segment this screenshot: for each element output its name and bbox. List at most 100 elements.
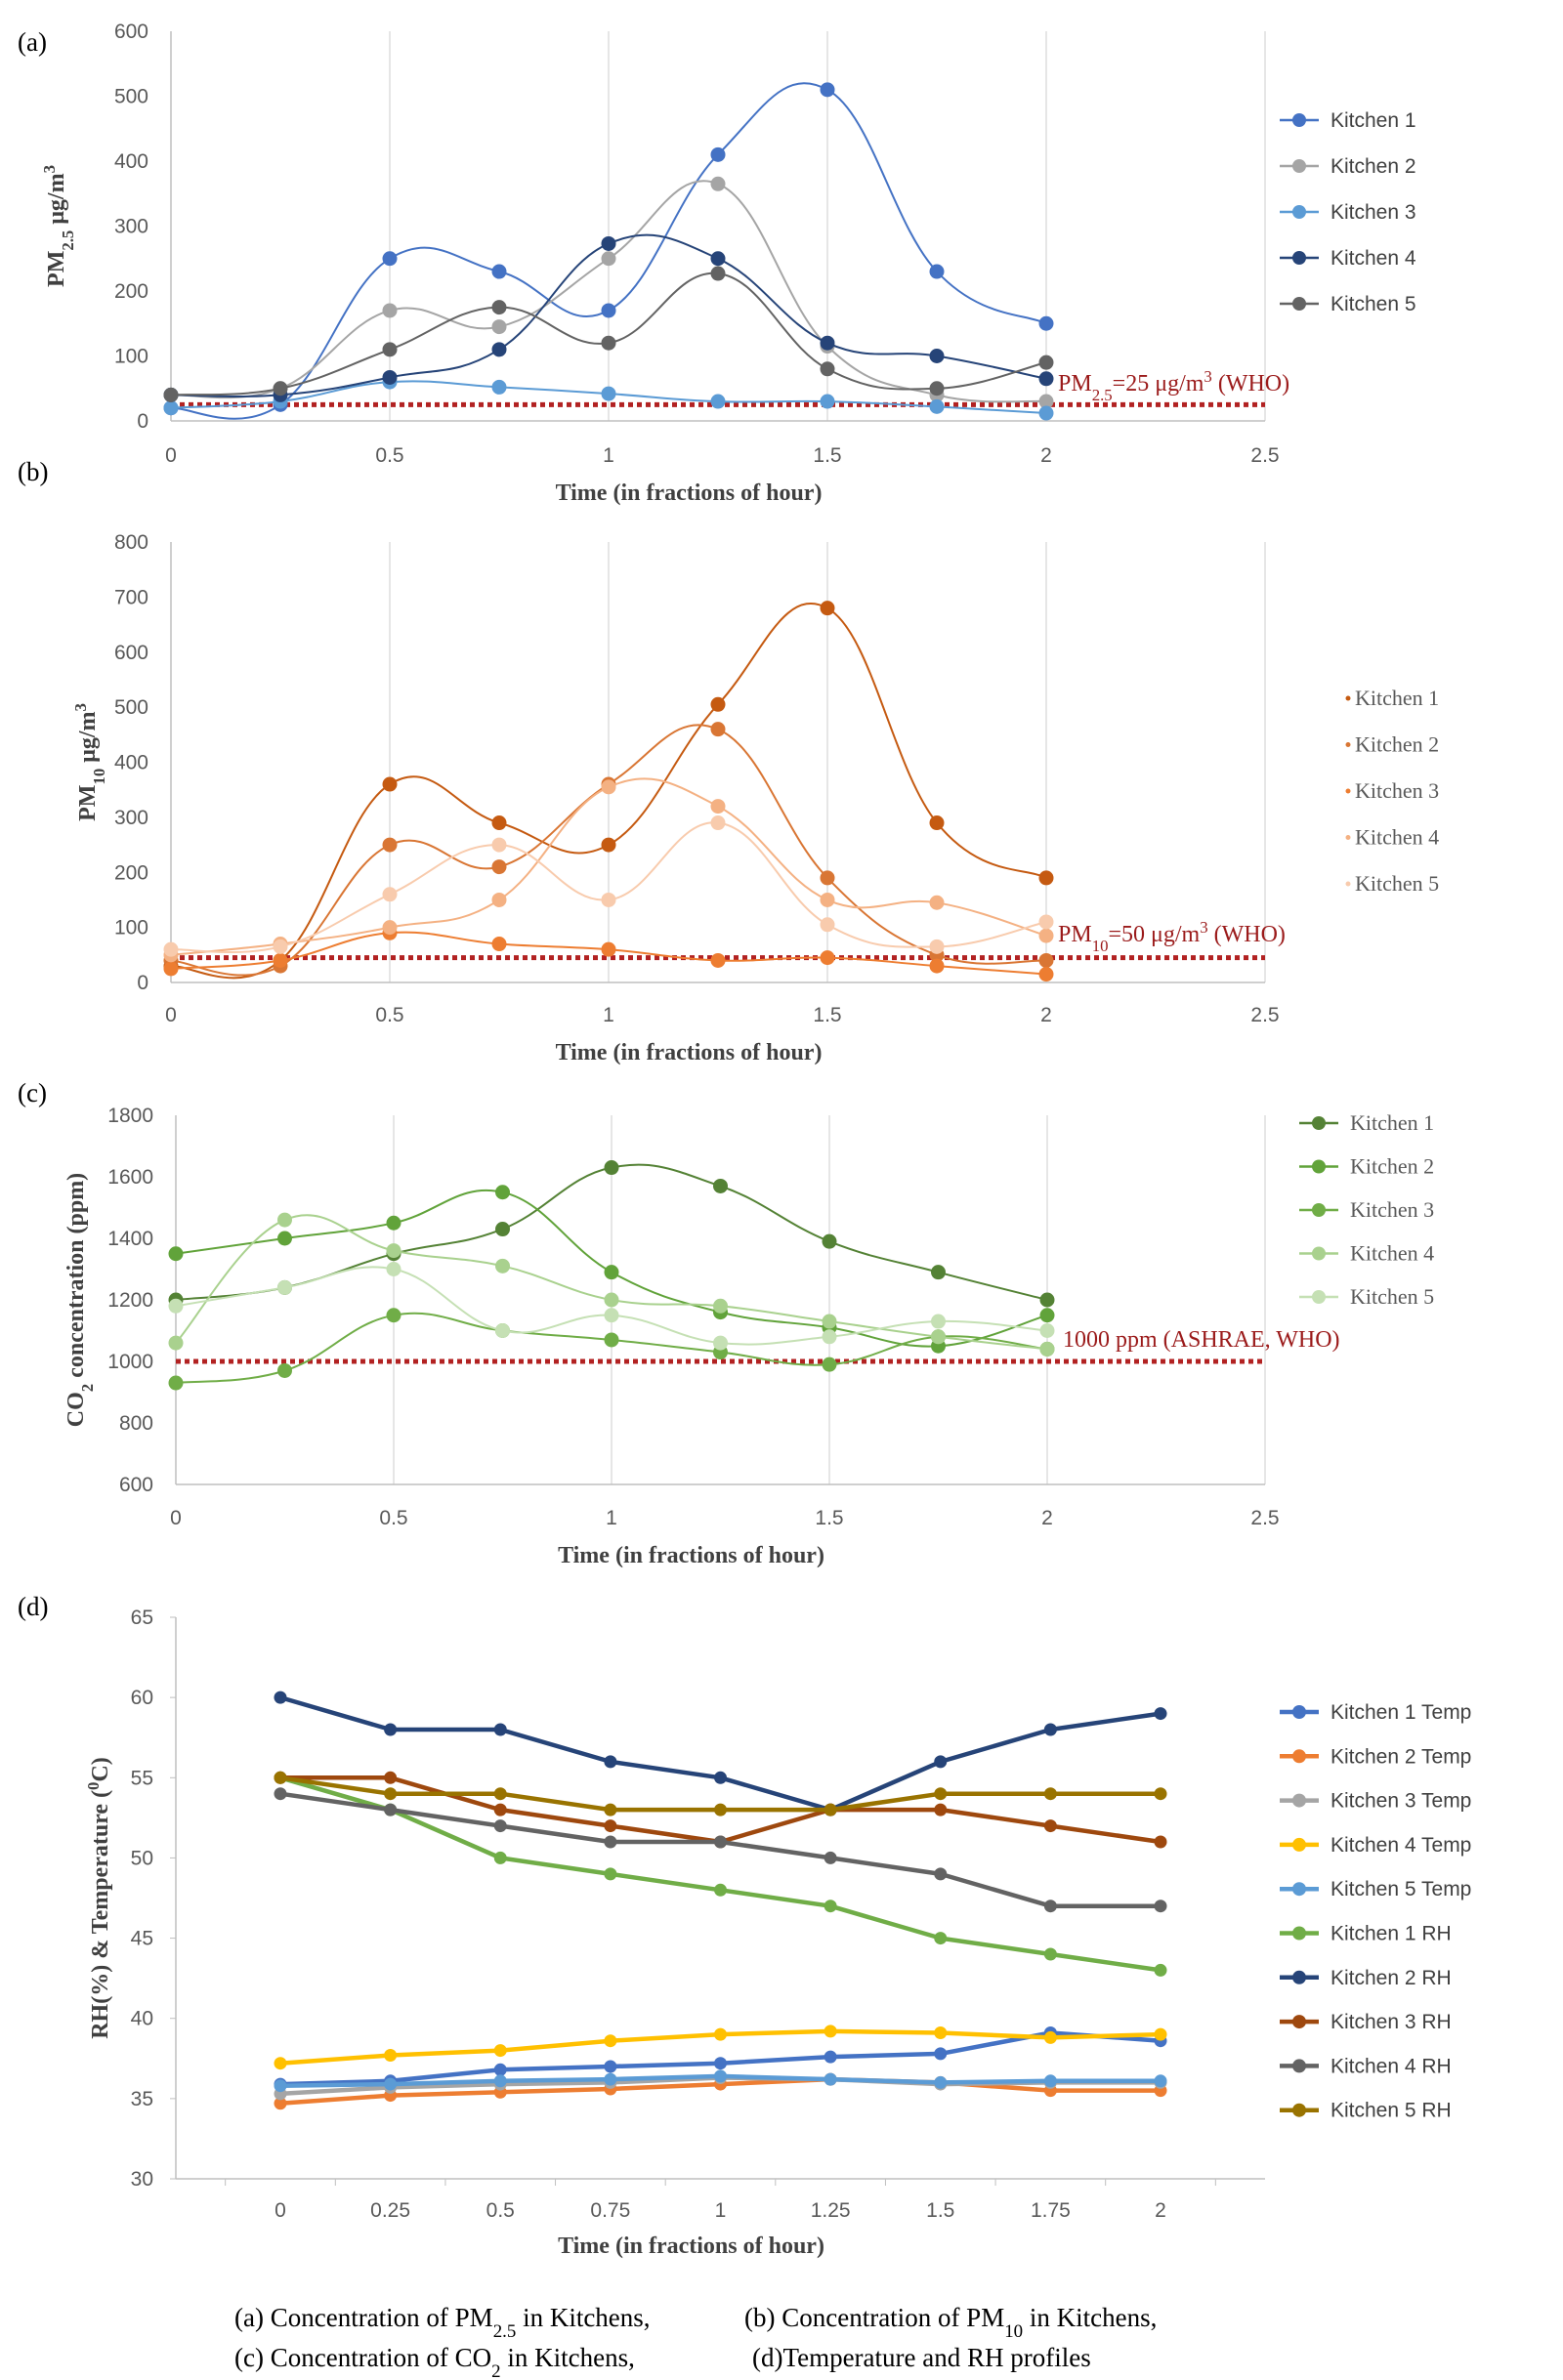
data-point [491,342,507,357]
data-point [604,1803,617,1816]
series-kitchen-4 [168,1212,1055,1357]
x-tick-label: 0 [165,1004,177,1026]
legend-label: Kitchen 1 RH [1331,1923,1452,1945]
legend-label: Kitchen 2 [1350,1154,1434,1179]
data-point [384,1803,398,1816]
x-tick-label: 2 [1040,444,1052,467]
legend-marker [1292,1705,1306,1719]
legend-item: Kitchen 3 Temp [1280,1790,1471,1813]
data-point [493,1787,507,1801]
x-tick-label: 0 [165,444,177,467]
legend-label: Kitchen 1 Temp [1331,1701,1471,1724]
data-point [604,1755,617,1769]
legend-marker [1312,1159,1326,1174]
data-point [714,1803,727,1816]
data-point [824,2072,837,2086]
threshold-label: 1000 ppm (ASHRAE, WHO) [1063,1327,1340,1353]
data-point [382,920,398,936]
chart-panel-a: (a) 0 100 200 300 400 500 600 0 0.5 1 1.5 2 2.5 Time (… [18,21,1416,506]
x-tick-label: 1 [606,1507,617,1529]
data-point [491,859,507,875]
data-point [601,892,616,907]
y-tick-label: 1400 [107,1228,153,1250]
series-kitchen-1-rh [274,1771,1167,1977]
chart-panel-d: (d) 30 35 40 45 50 55 60 65 0 0.25 0.5 0.75 1 1.25 1.5 1… [18,1592,1471,2259]
data-point [495,1323,510,1338]
y-tick-label: 800 [114,531,148,554]
data-point [604,1835,617,1849]
y-axis-title: PM2.5 μg/m3 [40,165,77,287]
legend-label: Kitchen 5 [1331,293,1416,315]
data-point [710,176,726,191]
data-point [1043,1723,1057,1736]
data-point [714,2069,727,2083]
data-point [934,1867,948,1881]
data-point [1154,1707,1167,1721]
legend-item: Kitchen 3 [1299,1197,1434,1222]
y-tick-label: 600 [119,1474,153,1496]
data-point [1043,1900,1057,1913]
data-point [491,892,507,907]
data-point [820,361,835,377]
y-tick-label: 600 [114,642,148,664]
data-point [601,335,616,351]
legend-item: Kitchen 1 [1345,686,1439,710]
y-axis-title: PM10 μg/m3 [71,703,108,821]
data-point [1038,405,1054,421]
x-tick-label: 1.5 [815,1507,843,1529]
x-tick-label: 1 [603,1004,614,1026]
data-point [604,2060,617,2073]
data-point [929,815,945,831]
data-point [384,1771,398,1784]
y-tick-label: 800 [119,1412,153,1435]
y-tick-label: 600 [114,21,148,43]
data-point [493,2063,507,2076]
data-point [384,2077,398,2091]
x-tick-label: 1.5 [813,444,841,467]
data-point [493,2044,507,2058]
y-tick-label: 400 [114,752,148,774]
x-tick-label: 0.5 [486,2199,515,2222]
data-point [710,394,726,409]
data-point [382,776,398,792]
data-point [273,939,288,954]
data-point [824,1851,837,1864]
data-point [1038,928,1054,943]
legend-label: Kitchen 1 [1355,686,1439,710]
data-point [929,381,945,397]
panel-letter: (d) [18,1592,48,1621]
series-kitchen-5-rh [274,1771,1167,1816]
legend-marker [1292,1837,1306,1852]
y-tick-label: 30 [131,2168,153,2191]
legend-item: Kitchen 2 [1280,155,1416,178]
data-point [714,1835,727,1849]
x-tick-label: 1 [715,2199,727,2222]
legend-marker [1345,835,1351,840]
legend-label: Kitchen 1 [1331,109,1416,132]
legend-item: Kitchen 4 [1299,1241,1434,1266]
legend-item: Kitchen 4 [1345,825,1439,850]
data-point [714,1883,727,1897]
data-point [493,1723,507,1736]
data-point [493,1819,507,1833]
data-point [929,398,945,414]
data-point [929,939,945,954]
series-kitchen-2-rh [274,1691,1167,1816]
legend-marker [1292,113,1306,127]
legend-marker [1292,297,1306,311]
data-point [931,1265,946,1280]
data-point [934,2075,948,2089]
legend-item: Kitchen 5 [1280,293,1416,315]
data-point [710,251,726,267]
legend-label: Kitchen 4 [1355,825,1439,850]
legend-item: Kitchen 5 [1299,1284,1434,1309]
legend-item: Kitchen 5 Temp [1280,1878,1471,1900]
data-point [382,369,398,385]
x-tick-label: 1.25 [811,2199,851,2222]
legend-marker [1292,205,1306,219]
data-point [824,1900,837,1913]
legend-item: Kitchen 1 [1280,109,1416,132]
data-point [384,1787,398,1801]
legend-item: Kitchen 5 RH [1280,2100,1452,2122]
data-point [168,1335,184,1351]
